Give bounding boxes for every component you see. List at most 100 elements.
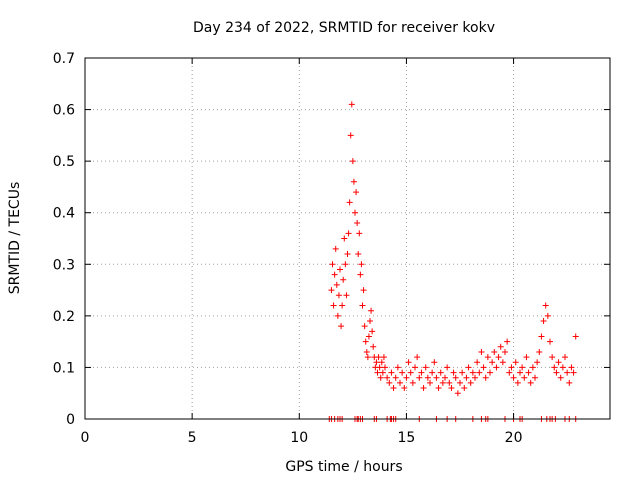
data-point	[521, 374, 528, 381]
data-point	[493, 364, 500, 371]
data-point	[442, 374, 448, 381]
data-point	[367, 318, 373, 325]
data-point	[420, 385, 427, 392]
data-point	[360, 287, 367, 294]
data-point	[335, 292, 342, 299]
chart-title: Day 234 of 2022, SRMTID for receiver kok…	[193, 20, 495, 36]
data-point	[469, 369, 476, 376]
data-point	[347, 132, 354, 139]
data-point	[452, 374, 459, 381]
data-point	[514, 379, 521, 386]
data-point	[353, 189, 360, 196]
data-point	[538, 333, 545, 340]
data-point	[390, 385, 397, 392]
data-point	[352, 209, 358, 216]
x-tick-label: 15	[398, 430, 416, 446]
data-point	[362, 338, 369, 345]
data-point	[454, 390, 461, 397]
data-point	[476, 369, 483, 376]
y-tick-label: 0.3	[53, 257, 75, 273]
data-point	[523, 354, 530, 361]
grid	[85, 58, 610, 419]
data-point	[376, 364, 383, 371]
data-point	[489, 359, 496, 366]
data-point	[380, 354, 387, 361]
data-point	[329, 261, 336, 268]
data-point	[527, 379, 534, 386]
data-point	[555, 359, 562, 366]
data-point	[544, 312, 551, 319]
x-tick-label: 20	[505, 430, 523, 446]
data-point	[399, 369, 406, 376]
data-point	[497, 343, 504, 350]
data-point	[491, 348, 498, 355]
data-point	[344, 250, 351, 257]
data-point	[364, 354, 371, 361]
data-point	[572, 333, 579, 340]
data-point	[566, 379, 573, 386]
data-point	[519, 364, 526, 371]
data-point	[339, 302, 346, 309]
data-point	[340, 276, 347, 283]
data-point	[510, 374, 517, 381]
data-point	[465, 364, 472, 371]
data-points	[326, 101, 579, 422]
axis-ticks	[84, 57, 610, 420]
y-tick-label: 0.2	[53, 309, 75, 325]
x-tick-label: 0	[81, 430, 90, 446]
data-point	[370, 343, 377, 350]
data-point	[382, 364, 388, 371]
data-point	[397, 379, 403, 386]
x-tick-labels: 0 5 10 15 20	[81, 430, 523, 446]
x-axis-label: GPS time / hours	[285, 459, 402, 475]
y-tick-label: 0.7	[53, 51, 75, 67]
data-point	[333, 281, 340, 288]
data-point	[480, 364, 487, 371]
data-point	[358, 261, 365, 268]
data-point	[433, 374, 440, 381]
data-point	[332, 245, 339, 252]
data-point	[356, 230, 363, 237]
data-point	[424, 374, 431, 381]
data-point	[487, 369, 493, 376]
data-point	[474, 359, 481, 366]
data-point	[557, 374, 564, 381]
y-tick-label: 0.1	[53, 360, 75, 376]
y-tick-label: 0.6	[53, 103, 75, 119]
data-point	[343, 292, 350, 299]
data-point	[463, 374, 470, 381]
data-point	[331, 271, 338, 278]
data-point	[359, 302, 366, 309]
data-point	[429, 369, 436, 376]
y-tick-label: 0.4	[53, 206, 75, 222]
data-point	[525, 369, 532, 376]
data-point	[405, 359, 412, 366]
data-point	[384, 374, 391, 381]
x-tick-label: 5	[188, 430, 197, 446]
data-point	[334, 312, 341, 319]
data-point	[386, 379, 393, 386]
data-point	[540, 318, 547, 325]
data-point	[368, 307, 375, 314]
data-point	[350, 178, 357, 185]
data-point	[416, 374, 423, 381]
data-point	[354, 220, 361, 227]
data-point	[337, 266, 343, 273]
data-point	[379, 369, 386, 376]
data-point	[472, 374, 478, 381]
data-point	[346, 199, 353, 206]
data-point	[506, 369, 513, 376]
data-point	[482, 374, 489, 381]
data-point	[378, 359, 385, 366]
data-point	[478, 348, 485, 355]
data-point	[448, 385, 455, 392]
data-point	[542, 302, 549, 309]
data-point	[418, 369, 425, 376]
data-point	[374, 369, 381, 376]
data-point	[357, 271, 364, 278]
data-point	[467, 379, 474, 386]
data-point	[459, 369, 466, 376]
data-point	[508, 364, 515, 371]
data-point	[549, 354, 556, 361]
data-point	[373, 359, 380, 366]
